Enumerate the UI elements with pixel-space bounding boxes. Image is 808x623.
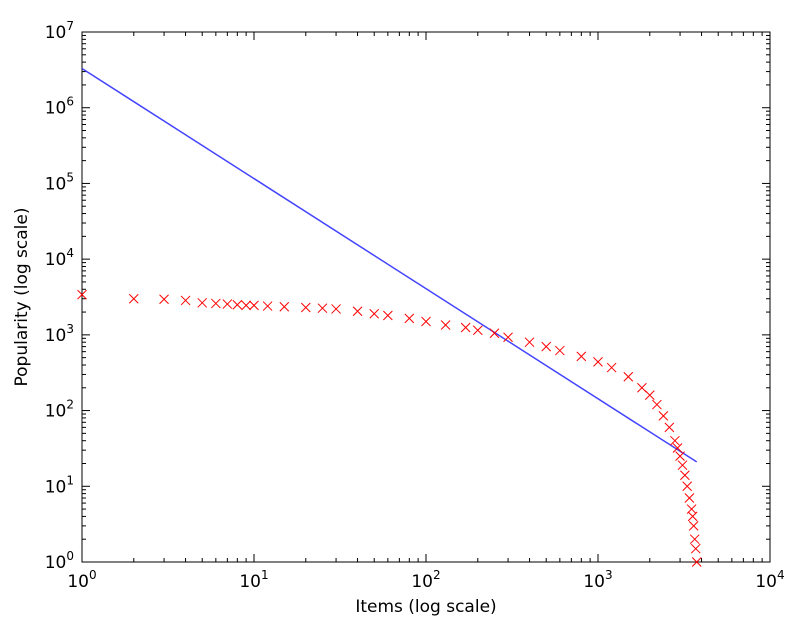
data-point — [644, 390, 655, 400]
data-point — [77, 289, 87, 300]
axis-ticks: 100 101 102 103 104 100 101 102 103 104 105 106 107 — [45, 19, 785, 592]
data-point — [652, 399, 662, 410]
data-point — [688, 521, 699, 531]
data-point — [576, 351, 587, 362]
data-point — [331, 304, 341, 314]
data-point — [593, 356, 603, 367]
y-tick-label: 102 — [45, 398, 74, 422]
data-point — [541, 341, 552, 352]
x-tick-label: 100 — [67, 568, 96, 592]
data-point — [317, 303, 328, 314]
data-point — [382, 310, 393, 321]
y-tick-label: 107 — [45, 19, 74, 43]
y-axis-title: Popularity (log scale) — [12, 208, 32, 387]
data-point — [472, 325, 483, 336]
data-point — [232, 299, 243, 310]
data-point — [197, 297, 208, 308]
data-point — [159, 294, 169, 305]
data-point — [180, 295, 191, 306]
data-point — [352, 306, 363, 317]
y-tick-label: 105 — [45, 170, 74, 194]
data-point — [664, 422, 675, 433]
data-point — [623, 371, 634, 382]
data-point — [606, 362, 617, 373]
data-point — [524, 337, 535, 348]
data-point — [503, 332, 513, 343]
y-tick-label: 106 — [45, 95, 74, 119]
data-point — [672, 443, 683, 453]
data-point — [210, 298, 221, 309]
data-point — [658, 411, 669, 421]
x-tick-label: 101 — [239, 568, 268, 592]
x-tick-label: 102 — [411, 568, 440, 592]
data-point — [421, 316, 431, 327]
data-point — [689, 534, 700, 545]
fit-line-series — [81, 67, 698, 463]
data-point — [670, 435, 680, 446]
data-point — [249, 300, 259, 311]
data-point — [241, 300, 251, 311]
y-tick-label: 103 — [45, 322, 74, 346]
data-point — [128, 293, 139, 304]
plot-area — [81, 31, 771, 563]
data-point — [687, 511, 698, 522]
power-law-line — [81, 67, 698, 463]
x-tick-label: 104 — [755, 568, 784, 592]
data-point — [300, 302, 311, 313]
data-point — [637, 382, 647, 393]
y-tick-label: 100 — [45, 549, 74, 573]
data-point — [222, 299, 233, 309]
data-point — [691, 557, 702, 567]
data-point — [677, 460, 688, 471]
data-point — [675, 451, 685, 462]
data-point — [440, 320, 451, 330]
data-point — [489, 328, 500, 339]
scatter-series — [77, 289, 702, 567]
y-tick-label: 104 — [45, 246, 74, 270]
x-tick-label: 103 — [583, 568, 612, 592]
data-point — [684, 493, 695, 503]
data-point — [460, 322, 471, 333]
data-point — [369, 308, 380, 319]
data-point — [262, 301, 273, 311]
data-point — [279, 301, 290, 312]
data-point — [554, 345, 565, 356]
y-tick-label: 101 — [45, 473, 74, 497]
x-axis-title: Items (log scale) — [355, 597, 496, 617]
data-point — [682, 481, 693, 492]
data-point — [680, 470, 690, 481]
data-point — [404, 313, 415, 324]
data-point — [690, 543, 701, 554]
